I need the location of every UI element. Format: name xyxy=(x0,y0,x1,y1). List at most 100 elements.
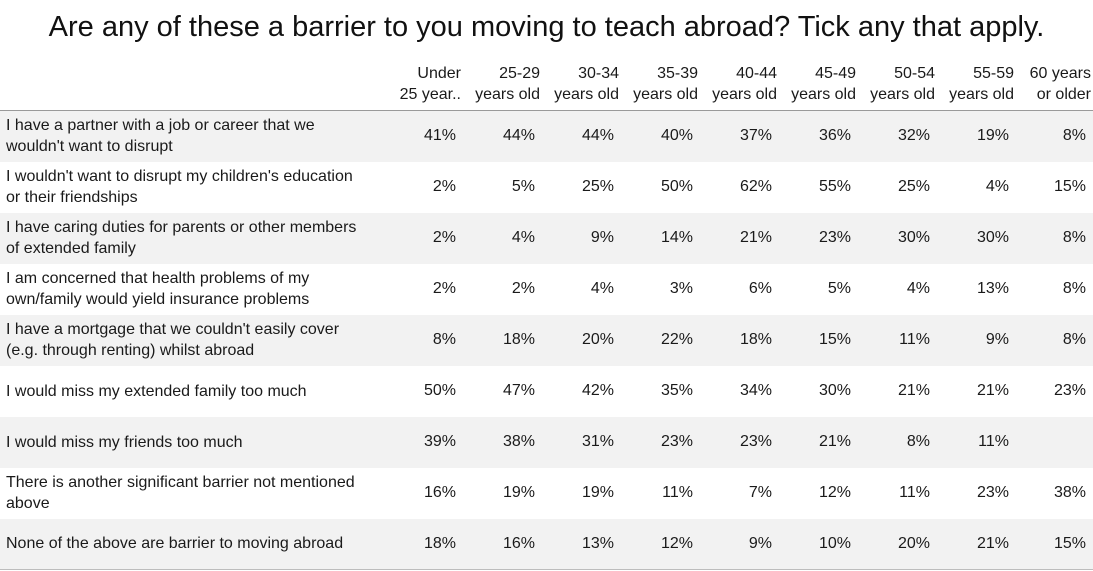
table-row: I have a partner with a job or career th… xyxy=(0,110,1093,162)
column-header-line2: years old xyxy=(791,86,856,103)
value-cell: 36% xyxy=(818,127,851,145)
value-cell: 21% xyxy=(976,534,1009,552)
column-header: 45-49 years old xyxy=(779,58,858,111)
column-header-line2: 25 year.. xyxy=(399,86,461,103)
value-cell: 13% xyxy=(581,534,614,552)
column-header-line2: years old xyxy=(554,86,619,103)
value-cell: 40% xyxy=(660,127,693,145)
value-cell: 42% xyxy=(581,382,614,399)
value-cell: 11% xyxy=(899,331,930,348)
column-header: 25-29 years old xyxy=(463,58,542,111)
column-header: 30-34 years old xyxy=(542,58,621,111)
value-cell: 11% xyxy=(978,433,1009,450)
value-cell: 8% xyxy=(906,433,930,450)
value-cell: 8% xyxy=(432,331,456,348)
column-header-row: Under 25 year.. 25-29 years old 30-34 years o… xyxy=(0,58,1093,111)
row-label: I am concerned that health problems of m… xyxy=(6,270,310,308)
value-cell: 47% xyxy=(502,382,535,399)
value-cell xyxy=(1016,417,1093,468)
value-cell: 25% xyxy=(897,178,930,195)
value-cell: 34% xyxy=(739,382,772,399)
column-header: 60 years or older xyxy=(1016,58,1093,111)
column-header-line1: 25-29 xyxy=(499,65,540,82)
value-cell: 62% xyxy=(739,178,772,195)
value-cell: 9% xyxy=(985,331,1009,348)
value-cell: 11% xyxy=(662,484,693,501)
column-header: 50-54 years old xyxy=(858,58,937,111)
value-cell: 3% xyxy=(669,280,693,297)
column-header-line2: years old xyxy=(712,86,777,103)
table-row: I have caring duties for parents or othe… xyxy=(0,212,1093,264)
value-cell: 9% xyxy=(748,534,772,552)
value-cell: 2% xyxy=(432,280,456,297)
column-header-line1: 60 years xyxy=(1029,65,1091,82)
row-label: I have caring duties for parents or othe… xyxy=(6,219,357,257)
column-header-line2: years old xyxy=(870,86,935,103)
value-cell: 5% xyxy=(511,178,535,195)
value-cell: 8% xyxy=(1062,331,1086,348)
value-cell: 38% xyxy=(1053,484,1086,501)
value-cell: 23% xyxy=(976,484,1009,501)
chart-title: Are any of these a barrier to you moving… xyxy=(48,11,1045,43)
value-cell: 21% xyxy=(976,382,1009,399)
row-label: I would miss my friends too much xyxy=(6,433,243,451)
row-label: There is another significant barrier not… xyxy=(6,474,355,512)
value-cell: 18% xyxy=(502,331,535,348)
value-cell: 21% xyxy=(897,382,930,399)
value-cell: 20% xyxy=(897,534,930,552)
value-cell: 4% xyxy=(985,178,1009,195)
value-cell: 4% xyxy=(590,280,614,297)
corner-cell xyxy=(0,58,384,111)
value-cell: 16% xyxy=(502,534,535,552)
row-label: I have a partner with a job or career th… xyxy=(6,117,315,156)
value-cell: 2% xyxy=(511,280,535,297)
column-header-line1: Under xyxy=(417,65,461,82)
column-header: 35-39 years old xyxy=(621,58,700,111)
value-cell: 23% xyxy=(739,433,772,450)
value-cell: 12% xyxy=(818,484,851,501)
value-cell: 35% xyxy=(660,382,693,399)
value-cell: 30% xyxy=(976,229,1009,246)
value-cell: 7% xyxy=(748,484,772,501)
value-cell: 12% xyxy=(660,534,693,552)
value-cell: 37% xyxy=(739,127,772,145)
column-header: Under 25 year.. xyxy=(384,58,463,111)
value-cell: 50% xyxy=(423,382,456,399)
value-cell: 30% xyxy=(818,382,851,399)
row-label: I would miss my extended family too much xyxy=(6,382,307,400)
table-body: I have a partner with a job or career th… xyxy=(0,110,1093,570)
value-cell: 4% xyxy=(511,229,535,246)
value-cell: 5% xyxy=(827,280,851,297)
row-label: I wouldn't want to disrupt my children's… xyxy=(6,168,353,206)
value-cell: 19% xyxy=(581,484,614,501)
value-cell: 30% xyxy=(897,229,930,246)
value-cell: 16% xyxy=(423,484,456,501)
value-cell: 31% xyxy=(581,433,614,450)
value-cell: 41% xyxy=(423,127,456,145)
value-cell: 11% xyxy=(899,484,930,501)
value-cell: 20% xyxy=(581,331,614,348)
value-cell: 10% xyxy=(818,534,851,552)
value-cell: 44% xyxy=(581,127,614,145)
crosstab-table: Under 25 year.. 25-29 years old 30-34 years o… xyxy=(0,58,1093,570)
value-cell: 2% xyxy=(432,229,456,246)
value-cell: 8% xyxy=(1062,280,1086,297)
column-header-line1: 45-49 xyxy=(815,65,856,82)
row-label: I have a mortgage that we couldn't easil… xyxy=(6,321,340,359)
value-cell: 38% xyxy=(502,433,535,450)
column-header-line1: 50-54 xyxy=(894,65,935,82)
column-header-line2: years old xyxy=(949,86,1014,103)
value-cell: 22% xyxy=(660,331,693,348)
value-cell: 8% xyxy=(1062,127,1086,145)
column-header-line1: 30-34 xyxy=(578,65,619,82)
column-header-line1: 35-39 xyxy=(657,65,698,82)
column-header: 40-44 years old xyxy=(700,58,779,111)
value-cell: 21% xyxy=(818,433,851,450)
value-cell: 55% xyxy=(818,178,851,195)
table-row: I would miss my friends too much 39% 38% 31… xyxy=(0,416,1093,468)
column-header: 55-59 years old xyxy=(937,58,1016,111)
value-cell: 9% xyxy=(590,229,614,246)
value-cell: 6% xyxy=(748,280,772,297)
table-row: I wouldn't want to disrupt my children's… xyxy=(0,162,1093,213)
value-cell: 19% xyxy=(976,127,1009,145)
